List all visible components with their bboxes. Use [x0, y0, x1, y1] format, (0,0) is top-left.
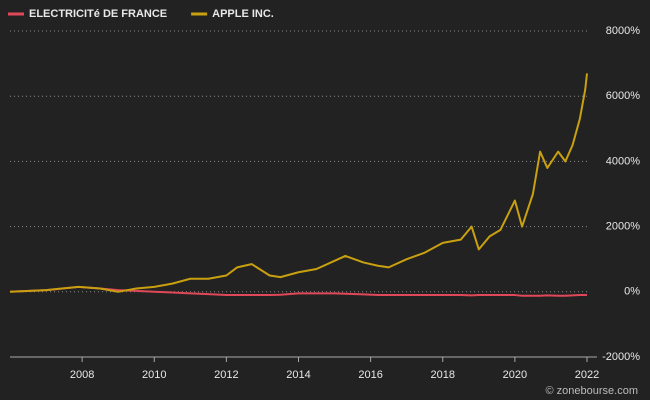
- x-tick-label: 2018: [431, 369, 455, 381]
- x-tick-label: 2020: [503, 369, 527, 381]
- series-line: [9, 285, 587, 297]
- y-tick-label: 0%: [624, 286, 640, 298]
- y-tick-label: 8000%: [606, 25, 640, 37]
- y-tick-label: 6000%: [606, 90, 640, 102]
- y-tick-label: 2000%: [606, 221, 640, 233]
- source: © zonebourse.com: [546, 385, 639, 397]
- x-tick-label: 2012: [214, 369, 238, 381]
- y-tick-label: -2000%: [602, 351, 640, 363]
- x-tick-label: 2008: [70, 369, 94, 381]
- x-tick-label: 2010: [142, 369, 166, 381]
- legend-label: APPLE INC.: [212, 8, 274, 20]
- legend-label: ELECTRICITé DE FRANCE: [29, 8, 167, 20]
- x-tick-label: 2022: [575, 369, 599, 381]
- x-tick-label: 2016: [358, 369, 382, 381]
- y-tick-label: 4000%: [606, 155, 640, 167]
- series-line: [9, 73, 588, 293]
- x-tick-label: 2014: [286, 369, 310, 381]
